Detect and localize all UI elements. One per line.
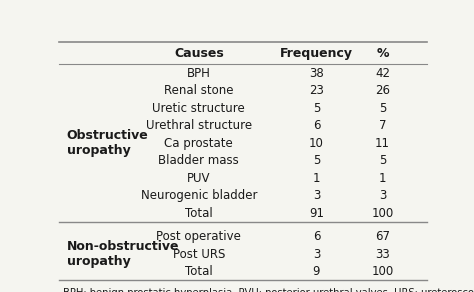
Text: Frequency: Frequency: [280, 46, 353, 60]
Text: 5: 5: [379, 102, 386, 115]
Text: BPH: BPH: [187, 67, 211, 79]
Text: 5: 5: [313, 102, 320, 115]
Text: 3: 3: [313, 248, 320, 260]
Text: 9: 9: [313, 265, 320, 278]
Text: %: %: [376, 46, 389, 60]
Text: BPH: benign prostatic hyperplasia, PVU: posterior urethral valves, URS: ureteros: BPH: benign prostatic hyperplasia, PVU: …: [63, 288, 474, 292]
Text: PUV: PUV: [187, 172, 210, 185]
Text: 100: 100: [372, 265, 393, 278]
Text: Obstructive
uropathy: Obstructive uropathy: [66, 129, 148, 157]
Text: 67: 67: [375, 230, 390, 243]
Text: Renal stone: Renal stone: [164, 84, 234, 97]
Text: 23: 23: [309, 84, 324, 97]
Text: 91: 91: [309, 207, 324, 220]
Text: 6: 6: [313, 119, 320, 132]
Text: Urethral structure: Urethral structure: [146, 119, 252, 132]
Text: 5: 5: [379, 154, 386, 167]
Text: 11: 11: [375, 137, 390, 150]
Text: 6: 6: [313, 230, 320, 243]
Text: Non-obstructive
uropathy: Non-obstructive uropathy: [66, 240, 179, 268]
Text: Total: Total: [185, 265, 213, 278]
Text: 26: 26: [375, 84, 390, 97]
Text: Bladder mass: Bladder mass: [158, 154, 239, 167]
Text: 33: 33: [375, 248, 390, 260]
Text: 3: 3: [313, 189, 320, 202]
Text: 1: 1: [379, 172, 386, 185]
Text: 1: 1: [313, 172, 320, 185]
Text: 7: 7: [379, 119, 386, 132]
Text: Total: Total: [185, 207, 213, 220]
Text: 3: 3: [379, 189, 386, 202]
Text: 5: 5: [313, 154, 320, 167]
Text: 42: 42: [375, 67, 390, 79]
Text: Post URS: Post URS: [173, 248, 225, 260]
Text: Post operative: Post operative: [156, 230, 241, 243]
Text: Causes: Causes: [174, 46, 224, 60]
Text: Uretic structure: Uretic structure: [153, 102, 245, 115]
Text: Neurogenic bladder: Neurogenic bladder: [141, 189, 257, 202]
Text: 10: 10: [309, 137, 324, 150]
Text: Ca prostate: Ca prostate: [164, 137, 233, 150]
Text: 38: 38: [309, 67, 324, 79]
Text: 100: 100: [372, 207, 393, 220]
